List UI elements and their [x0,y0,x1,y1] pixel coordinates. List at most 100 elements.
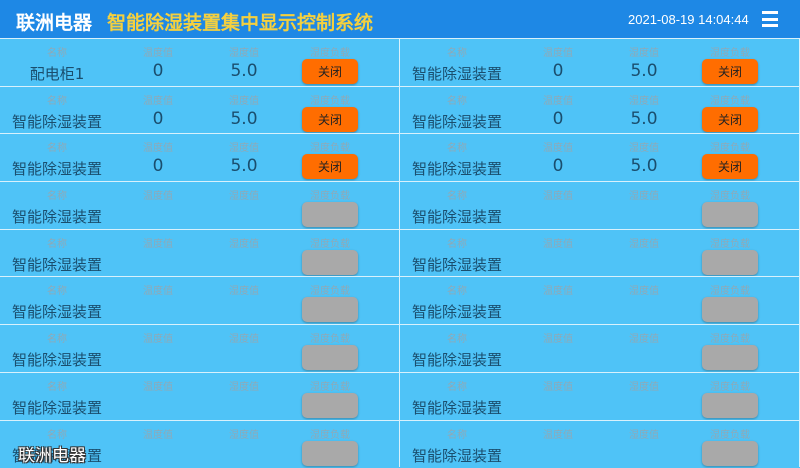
humidity-label: 湿度值 [629,381,659,393]
device-name: 智能除湿装置 [11,303,103,322]
humidity-label: 湿度值 [629,143,659,155]
name-label: 名称 [447,238,467,250]
load-label: 湿度负载 [310,95,350,107]
device-cell: 名称 温度值 湿度值 湿度负载 智能除湿装置 [0,276,400,325]
temp-label: 温度值 [143,381,173,393]
temp-label: 温度值 [543,191,573,203]
name-label: 名称 [47,48,67,59]
name-label: 名称 [447,48,467,59]
device-name: 智能除湿装置 [11,112,103,131]
device-cell: 名称 温度值 湿度值 湿度负载 智能除湿装置 [400,181,800,229]
temp-label: 温度值 [543,429,573,441]
name-label: 名称 [447,286,467,298]
temp-label: 温度值 [143,143,173,155]
humidity-label: 湿度值 [229,381,259,393]
humidity-value: 5.0 [630,61,658,81]
device-grid: 名称 温度值 湿度值 湿度负载 配电柜1 0 5.0 关闭 名称 温度值 湿度值… [0,38,800,468]
name-label: 名称 [47,334,67,346]
load-label: 湿度负载 [710,48,750,59]
load-label: 湿度负载 [310,286,350,298]
device-cell: 名称 温度值 湿度值 湿度负载 智能除湿装置 [400,371,800,420]
load-label: 湿度负载 [310,238,350,250]
device-name: 智能除湿装置 [11,160,103,179]
load-label: 湿度负载 [710,286,750,298]
device-cell: 名称 温度值 湿度值 湿度负载 智能除湿装置 0 5.0 关闭 [400,38,800,86]
device-cell: 名称 温度值 湿度值 湿度负载 智能除湿装置 [0,371,400,420]
temp-label: 温度值 [143,191,173,203]
load-toggle-button[interactable] [702,345,758,371]
device-cell: 名称 温度值 湿度值 湿度负载 智能除湿装置 [0,419,400,468]
name-label: 名称 [47,429,67,441]
temp-label: 温度值 [543,143,573,155]
name-label: 名称 [47,286,67,298]
load-label: 湿度负载 [310,381,350,393]
load-label: 湿度负载 [710,238,750,250]
brand-name: 联洲电器 [16,12,93,34]
load-toggle-button[interactable]: 关闭 [702,154,758,180]
humidity-label: 湿度值 [629,429,659,441]
load-toggle-button[interactable] [302,202,358,228]
name-label: 名称 [447,191,467,203]
device-cell: 名称 温度值 湿度值 湿度负载 智能除湿装置 [400,276,800,325]
humidity-label: 湿度值 [229,95,259,107]
load-label: 湿度负载 [310,191,350,203]
device-cell: 名称 温度值 湿度值 湿度负载 智能除湿装置 [400,324,800,372]
device-name: 智能除湿装置 [11,398,103,417]
load-toggle-button[interactable]: 关闭 [302,154,358,180]
device-name: 智能除湿装置 [411,351,503,370]
humidity-label: 湿度值 [629,95,659,107]
name-label: 名称 [447,143,467,155]
humidity-label: 湿度值 [229,429,259,441]
load-toggle-button[interactable] [702,202,758,228]
temp-value: 0 [552,108,564,129]
load-toggle-button[interactable] [702,440,758,466]
humidity-label: 湿度值 [229,238,259,250]
humidity-label: 湿度值 [629,191,659,203]
device-cell: 名称 温度值 湿度值 湿度负载 智能除湿装置 0 5.0 关闭 [400,133,800,182]
humidity-value: 5.0 [230,61,258,81]
load-toggle-button[interactable] [302,297,358,323]
device-name: 智能除湿装置 [11,351,103,370]
device-cell: 名称 温度值 湿度值 湿度负载 智能除湿装置 0 5.0 关闭 [400,85,800,134]
load-toggle-button[interactable]: 关闭 [702,59,758,84]
load-toggle-button[interactable] [302,392,358,418]
humidity-label: 湿度值 [629,334,659,346]
temp-value: 0 [552,61,564,81]
load-toggle-button[interactable] [302,440,358,466]
load-label: 湿度负载 [310,429,350,441]
temp-label: 温度值 [143,429,173,441]
load-toggle-button[interactable] [702,249,758,275]
system-title: 智能除湿装置集中显示控制系统 [107,12,374,34]
temp-label: 温度值 [143,286,173,298]
load-toggle-button[interactable] [302,345,358,371]
hamburger-menu-icon[interactable] [762,11,778,27]
temp-label: 温度值 [543,95,573,107]
load-label: 湿度负载 [710,381,750,393]
name-label: 名称 [447,334,467,346]
device-cell: 名称 温度值 湿度值 湿度负载 智能除湿装置 0 5.0 关闭 [0,85,400,134]
humidity-label: 湿度值 [229,191,259,203]
device-name: 配电柜1 [29,65,85,83]
humidity-value: 5.0 [230,156,258,177]
load-toggle-button[interactable]: 关闭 [302,106,358,132]
device-cell: 名称 温度值 湿度值 湿度负载 智能除湿装置 [0,181,400,229]
name-label: 名称 [47,143,67,155]
load-toggle-button[interactable] [702,392,758,418]
name-label: 名称 [47,191,67,203]
name-label: 名称 [447,381,467,393]
humidity-label: 湿度值 [629,286,659,298]
device-cell: 名称 温度值 湿度值 湿度负载 配电柜1 0 5.0 关闭 [0,38,400,86]
watermark: 联洲电器 [18,446,86,466]
load-label: 湿度负载 [310,48,350,59]
load-label: 湿度负载 [310,334,350,346]
device-name: 智能除湿装置 [411,208,503,227]
load-toggle-button[interactable]: 关闭 [702,106,758,132]
device-name: 智能除湿装置 [11,446,103,465]
load-toggle-button[interactable]: 关闭 [302,59,358,84]
temp-label: 温度值 [543,286,573,298]
datetime-display: 2021-08-19 14:04:44 [628,12,749,27]
temp-value: 0 [552,156,564,177]
load-toggle-button[interactable] [302,249,358,275]
humidity-value: 5.0 [630,108,658,129]
load-toggle-button[interactable] [702,297,758,323]
